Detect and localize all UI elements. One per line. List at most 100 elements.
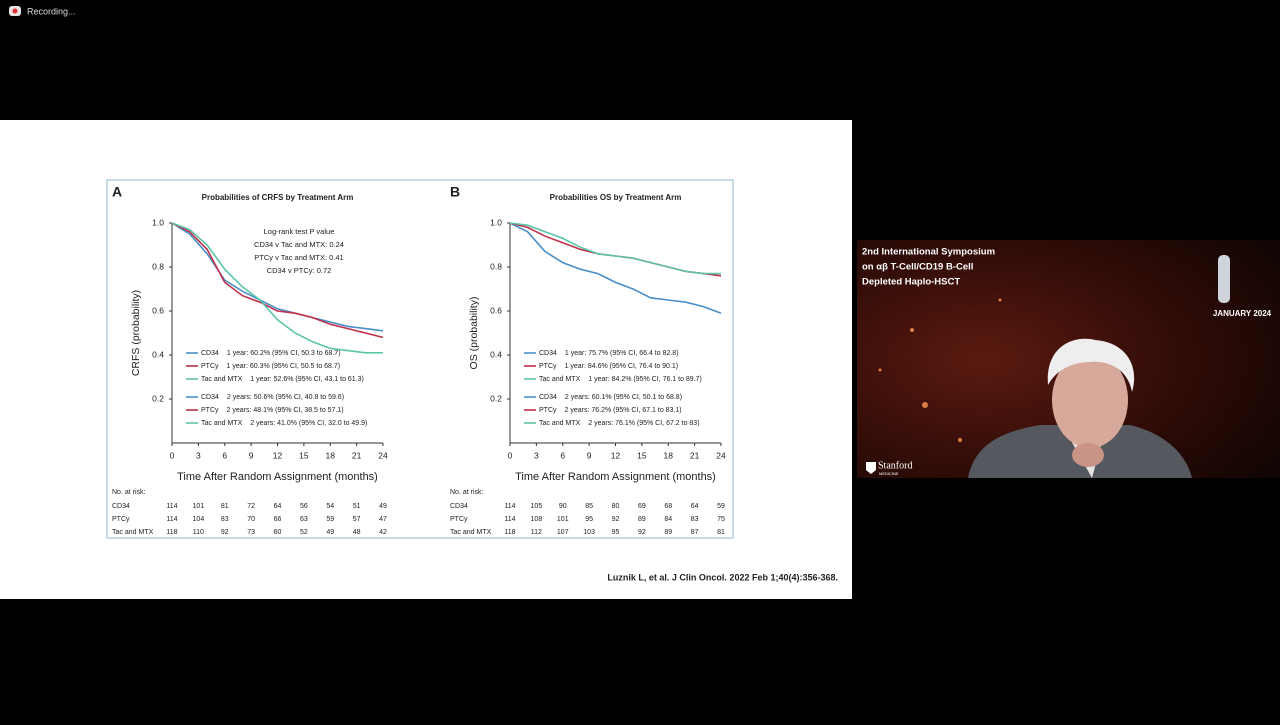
legend-name: PTCy — [539, 407, 557, 414]
at-risk-value: 49 — [379, 503, 387, 510]
video-decoration — [878, 298, 1002, 442]
x-tick-label: 6 — [560, 450, 565, 460]
figure-frame — [106, 179, 734, 539]
at-risk-value: 101 — [193, 503, 205, 510]
at-risk-value: 103 — [583, 529, 595, 536]
y-axis-label: OS (probability) — [468, 297, 480, 370]
at-risk-value: 105 — [531, 503, 543, 510]
legend-name: Tac and MTX — [539, 420, 581, 427]
at-risk-value: 87 — [691, 529, 699, 536]
at-risk-value: 107 — [557, 529, 569, 536]
legend-entry: Tac and MTX 2 years: 41.0% (95% CI, 32.0 … — [201, 420, 367, 427]
legend-entry: CD34 2 years: 60.1% (95% CI, 50.1 to 68.8… — [539, 394, 682, 401]
at-risk-value: 101 — [557, 516, 569, 523]
at-risk-value: 90 — [559, 503, 567, 510]
survival-curve — [509, 222, 721, 275]
legend-name: CD34 — [539, 394, 557, 401]
x-tick-label: 0 — [170, 450, 175, 460]
chart-title: Probabilities OS by Treatment Arm — [550, 193, 682, 202]
at-risk-value: 92 — [221, 529, 229, 536]
at-risk-value: 64 — [274, 503, 282, 510]
x-tick-label: 12 — [273, 450, 283, 460]
legend-text: 2 years: 60.1% (95% CI, 50.1 to 68.8) — [565, 394, 682, 401]
at-risk-value: 47 — [379, 516, 387, 523]
x-axis-label: Time After Random Assignment (months) — [177, 471, 378, 483]
x-tick-label: 18 — [664, 450, 674, 460]
legend-entry: Tac and MTX 2 years: 76.1% (95% CI, 67.2 … — [539, 420, 700, 427]
survival-curve — [171, 222, 384, 332]
at-risk-label: No. at risk: — [450, 489, 484, 496]
x-tick-label: 0 — [508, 450, 513, 460]
at-risk-value: 59 — [717, 503, 725, 510]
at-risk-value: 42 — [379, 529, 387, 536]
at-risk-value: 92 — [612, 516, 620, 523]
at-risk-value: 81 — [717, 529, 725, 536]
annotation: CD34 v PTCy: 0.72 — [267, 266, 332, 275]
risk-row-name: PTCy — [112, 516, 130, 523]
at-risk-value: 70 — [247, 516, 255, 523]
at-risk-value: 80 — [612, 503, 620, 510]
x-axis-label: Time After Random Assignment (months) — [515, 471, 716, 483]
at-risk-value: 75 — [717, 516, 725, 523]
x-tick-label: 21 — [690, 450, 700, 460]
x-tick-label: 3 — [534, 450, 539, 460]
risk-row-name: CD34 — [450, 503, 468, 510]
y-tick-label: 0.2 — [490, 393, 502, 403]
at-risk-value: 66 — [274, 516, 282, 523]
at-risk-value: 114 — [166, 503, 177, 510]
x-tick-label: 15 — [637, 450, 647, 460]
legend-text: 2 years: 41.0% (95% CI, 32.0 to 49.9) — [250, 420, 367, 427]
at-risk-value: 83 — [691, 516, 699, 523]
risk-row-name: PTCy — [450, 516, 468, 523]
legend-text: 2 years: 50.6% (95% CI, 40.8 to 59.6) — [227, 394, 344, 401]
panel-letter: B — [450, 184, 460, 200]
risk-row-name: Tac and MTX — [112, 529, 154, 536]
y-tick-label: 0.2 — [152, 393, 164, 403]
x-tick-label: 9 — [587, 450, 592, 460]
at-risk-value: 63 — [300, 516, 308, 523]
at-risk-value: 95 — [612, 529, 620, 536]
legend-entry: Tac and MTX 1 year: 84.2% (95% CI, 76.1 t… — [539, 376, 702, 383]
at-risk-value: 112 — [531, 529, 542, 536]
panel-letter: A — [112, 184, 122, 200]
legend-name: Tac and MTX — [201, 420, 243, 427]
at-risk-value: 68 — [664, 503, 672, 510]
at-risk-value: 73 — [247, 529, 255, 536]
legend-name: CD34 — [201, 394, 219, 401]
video-figure — [1218, 255, 1230, 303]
x-tick-label: 9 — [249, 450, 254, 460]
at-risk-value: 69 — [638, 503, 646, 510]
legend-entry: PTCy 2 years: 48.1% (95% CI, 38.5 to 57.1… — [201, 407, 344, 414]
at-risk-value: 89 — [664, 529, 672, 536]
chart-title: Probabilities of CRFS by Treatment Arm — [202, 193, 354, 202]
at-risk-value: 84 — [664, 516, 672, 523]
y-tick-label: 0.6 — [152, 305, 164, 315]
x-tick-label: 18 — [326, 450, 336, 460]
at-risk-value: 95 — [585, 516, 593, 523]
at-risk-value: 72 — [247, 503, 255, 510]
legend-entry: PTCy 2 years: 76.2% (95% CI, 67.1 to 83.1… — [539, 407, 682, 414]
legend-entry: PTCy 1 year: 84.6% (95% CI, 76.4 to 90.1) — [539, 363, 678, 370]
y-tick-label: 0.6 — [490, 305, 502, 315]
at-risk-value: 92 — [638, 529, 646, 536]
legend-name: CD34 — [539, 350, 557, 357]
legend-text: 1 year: 75.7% (95% CI, 66.4 to 82.8) — [565, 350, 679, 357]
at-risk-label: No. at risk: — [112, 489, 146, 496]
legend-text: 1 year: 52.6% (95% CI, 43.1 to 61.3) — [250, 376, 364, 383]
at-risk-value: 59 — [326, 516, 334, 523]
legend-text: 2 years: 76.2% (95% CI, 67.1 to 83.1) — [565, 407, 682, 414]
at-risk-value: 114 — [166, 516, 177, 523]
at-risk-value: 49 — [326, 529, 334, 536]
legend-text: 1 year: 84.2% (95% CI, 76.1 to 89.7) — [588, 376, 702, 383]
logo: Stanford — [878, 460, 912, 471]
at-risk-value: 81 — [221, 503, 229, 510]
at-risk-value: 60 — [274, 529, 282, 536]
legend-entry: CD34 1 year: 60.2% (95% CI, 50.3 to 68.7) — [201, 350, 341, 357]
legend-entry: CD34 1 year: 75.7% (95% CI, 66.4 to 82.8) — [539, 350, 679, 357]
legend-text: 1 year: 60.3% (95% CI, 50.5 to 68.7) — [227, 363, 341, 370]
y-tick-label: 0.8 — [490, 261, 502, 271]
x-tick-label: 21 — [352, 450, 362, 460]
annotation: PTCy v Tac and MTX: 0.41 — [254, 253, 343, 262]
